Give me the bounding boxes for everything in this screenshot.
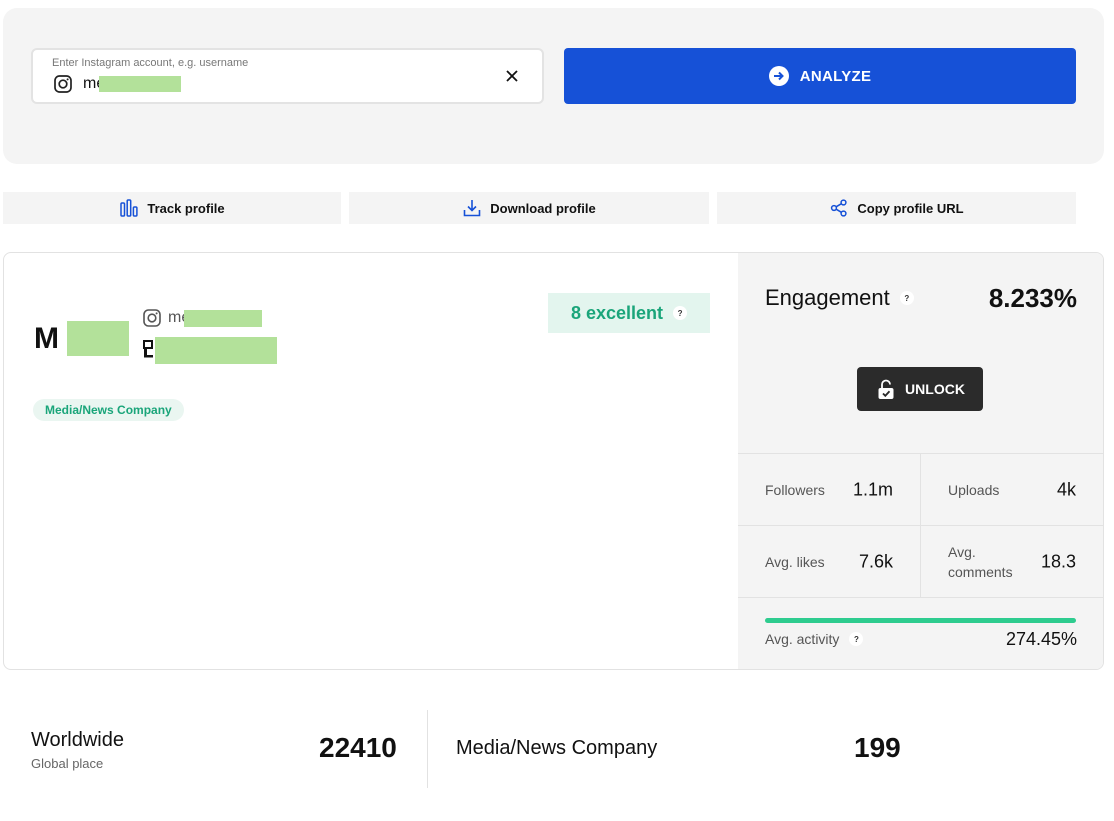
stat-label: Avg. likes (765, 553, 825, 570)
profile-summary: M me e_official 8 excellent ? Media/News… (4, 253, 738, 669)
account-input-placeholder: Enter Instagram account, e.g. username (52, 57, 249, 69)
rank-worldwide-subtitle: Global place (31, 756, 104, 771)
clear-icon[interactable] (504, 68, 520, 84)
rank-category-title: Media/News Company (456, 737, 658, 759)
track-profile-button[interactable]: Track profile (3, 192, 341, 224)
account-input[interactable]: Enter Instagram account, e.g. username m… (31, 48, 544, 104)
rank-worldwide-title: Worldwide (31, 729, 124, 751)
stat-followers: Followers 1.1m (738, 454, 921, 526)
copy-profile-url-button[interactable]: Copy profile URL (717, 192, 1076, 224)
redaction-mask (184, 310, 262, 327)
arrow-circle-icon (768, 66, 789, 86)
engagement-heading: Engagement ? (765, 285, 914, 311)
stat-label: Avg. comments (948, 543, 1013, 580)
help-icon[interactable]: ? (673, 306, 688, 320)
stat-label: Uploads (948, 481, 1000, 498)
score-badge: 8 excellent ? (548, 293, 710, 333)
score-label: 8 excellent (570, 302, 664, 323)
engagement-label: Engagement (765, 285, 890, 310)
stat-value: 1.1m (852, 479, 893, 499)
download-profile-button[interactable]: Download profile (349, 192, 709, 224)
stat-value: 18.3 (1040, 551, 1076, 571)
stat-avg-comments: Avg. comments 18.3 (921, 526, 1103, 598)
profile-name-redacted (155, 337, 277, 364)
redaction-mask (67, 321, 129, 356)
avatar: M (34, 321, 130, 357)
share-icon (831, 199, 848, 217)
help-icon[interactable]: ? (899, 291, 914, 305)
bar-chart-icon (120, 199, 138, 217)
divider (427, 710, 428, 788)
stat-value: 4k (1056, 479, 1076, 499)
search-panel: Enter Instagram account, e.g. username m… (3, 8, 1104, 164)
rank-category-value: 199 (854, 732, 901, 763)
engagement-value: 8.233% (988, 283, 1077, 313)
unlock-button[interactable]: UNLOCK (857, 367, 983, 411)
download-profile-label: Download profile (490, 200, 596, 216)
stat-value: 7.6k (858, 551, 893, 571)
stat-label: Followers (765, 481, 825, 498)
stat-uploads: Uploads 4k (921, 454, 1103, 526)
activity-heading: Avg. activity ? (765, 631, 864, 647)
profile-handle[interactable]: me e_official (168, 309, 262, 327)
copy-profile-url-label: Copy profile URL (857, 200, 964, 216)
unlock-icon (878, 379, 894, 399)
profile-handle-row: me e_official (142, 307, 262, 329)
divider (920, 454, 921, 598)
analyze-button[interactable]: ANALYZE (564, 48, 1076, 104)
stats-grid: Followers 1.1m Uploads 4k Avg. likes 7.6… (738, 453, 1103, 598)
rank-worldwide-value: 22410 (319, 732, 397, 763)
verified-mark-icon (143, 340, 153, 358)
redaction-mask (99, 76, 181, 92)
instagram-icon (143, 309, 161, 327)
unlock-label: UNLOCK (905, 381, 965, 397)
help-icon[interactable]: ? (849, 632, 864, 646)
analyze-label: ANALYZE (799, 67, 872, 85)
stat-avg-likes: Avg. likes 7.6k (738, 526, 921, 598)
activity-progress-bar (765, 618, 1076, 623)
metrics-panel: Engagement ? 8.233% UNLOCK Followers 1.1… (738, 253, 1103, 669)
profile-card: M me e_official 8 excellent ? Media/News… (3, 252, 1104, 670)
download-icon (463, 200, 481, 217)
activity-value: 274.45% (1005, 629, 1077, 649)
category-tag[interactable]: Media/News Company (33, 399, 184, 421)
instagram-icon (54, 75, 72, 93)
activity-label: Avg. activity (765, 631, 840, 647)
logo-letter: M (34, 322, 59, 355)
track-profile-label: Track profile (147, 200, 225, 216)
